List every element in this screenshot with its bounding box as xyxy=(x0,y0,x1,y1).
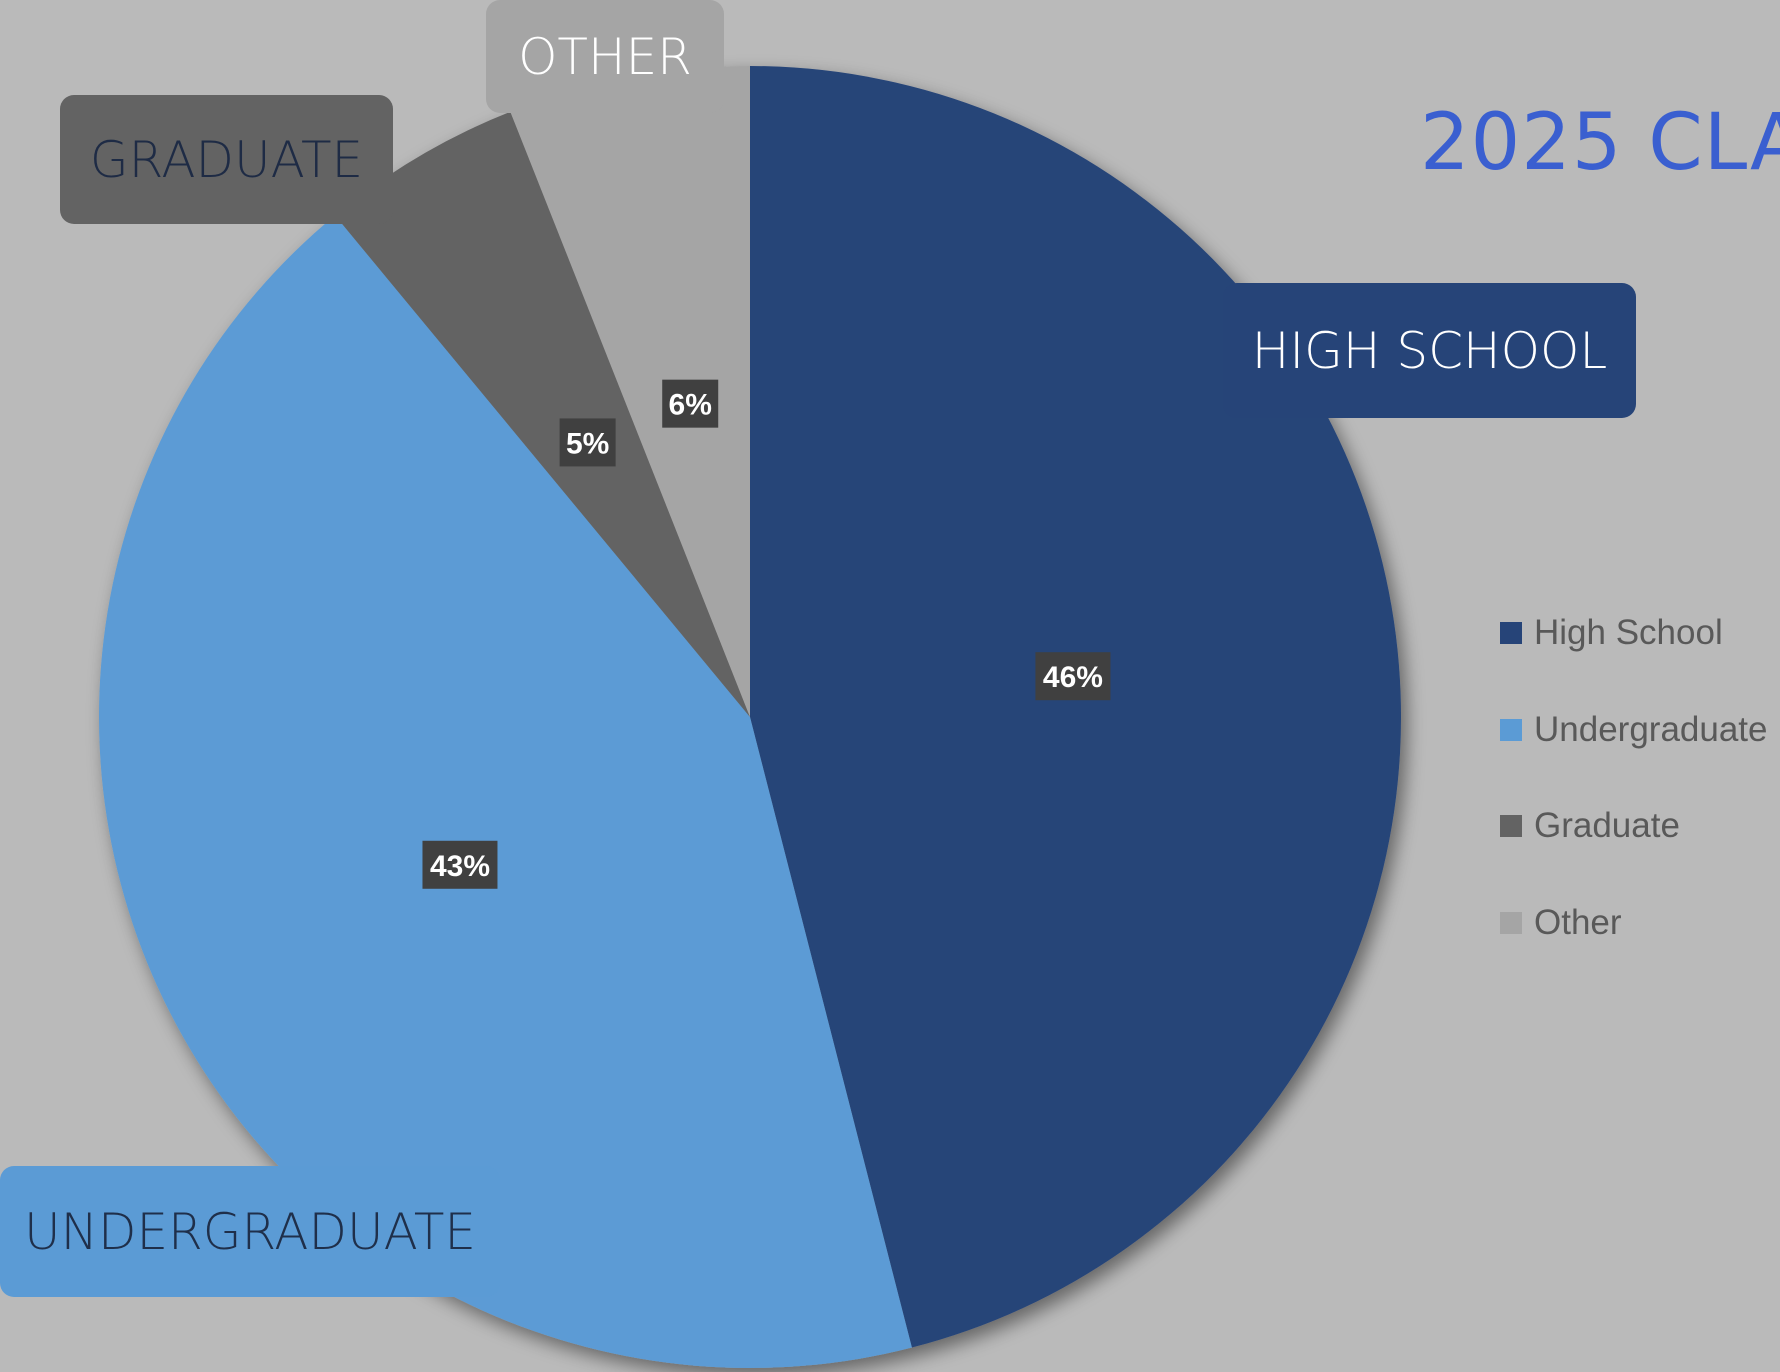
data-label-other: 6% xyxy=(662,379,719,428)
legend-item-graduate: Graduate xyxy=(1500,778,1768,875)
callout-undergraduate: UNDERGRADUATE xyxy=(0,1166,500,1297)
pie-slice-undergraduate xyxy=(98,215,912,1368)
callout-graduate: GRADUATE xyxy=(60,95,393,224)
svg-text:5%: 5% xyxy=(566,427,609,460)
legend-swatch xyxy=(1500,622,1522,645)
legend-label: Graduate xyxy=(1534,806,1680,846)
pie-slice-graduate xyxy=(335,111,750,717)
legend-swatch xyxy=(1500,815,1522,838)
legend-label: High School xyxy=(1534,613,1723,653)
legend-label: Other xyxy=(1534,902,1622,942)
pie-data-labels: 46% 43% 5% 6% xyxy=(422,379,1111,889)
legend-swatch xyxy=(1500,718,1522,741)
chart-title: 2025 CLAS xyxy=(1420,98,1780,188)
svg-text:46%: 46% xyxy=(1043,661,1103,694)
data-label-undergraduate: 43% xyxy=(422,840,498,889)
legend: High School Undergraduate Graduate Other xyxy=(1500,585,1768,971)
legend-item-high-school: High School xyxy=(1500,585,1768,682)
legend-item-other: Other xyxy=(1500,875,1768,972)
pie-slice-other xyxy=(510,66,750,717)
data-label-high-school: 46% xyxy=(1035,652,1111,701)
callout-high-school: HIGH SCHOOL xyxy=(1223,283,1636,418)
legend-label: Undergraduate xyxy=(1534,709,1768,749)
data-label-graduate: 5% xyxy=(559,418,616,467)
legend-item-undergraduate: Undergraduate xyxy=(1500,682,1768,779)
callout-other: OTHER xyxy=(486,0,724,113)
svg-text:43%: 43% xyxy=(430,850,490,883)
svg-text:6%: 6% xyxy=(669,389,712,422)
legend-swatch xyxy=(1500,911,1522,934)
